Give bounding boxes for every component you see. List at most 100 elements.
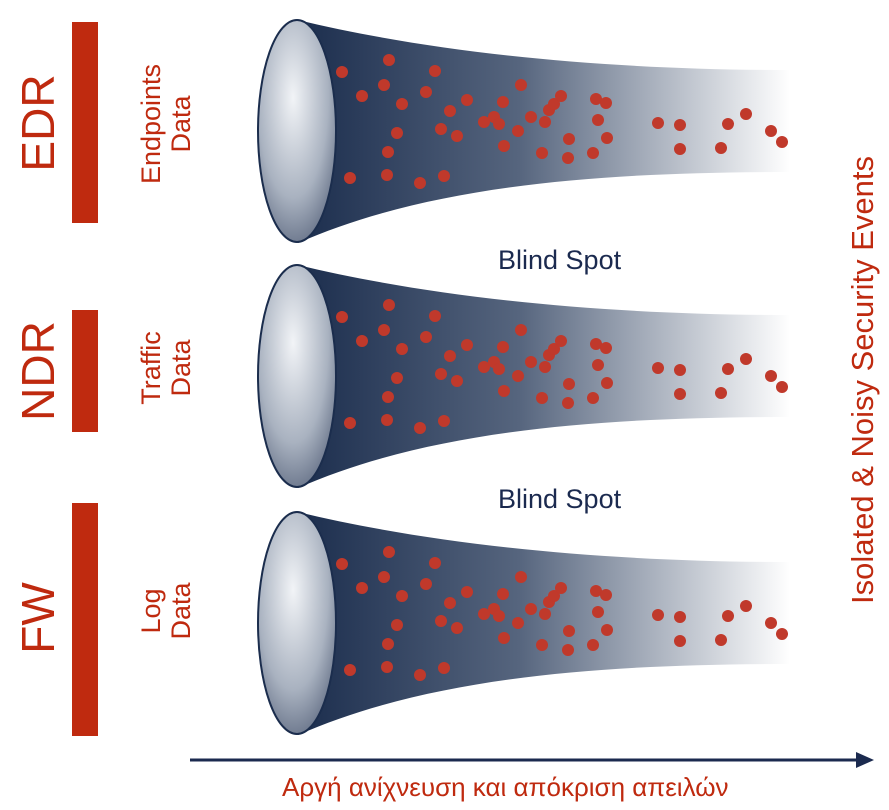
- event-dot: [600, 589, 612, 601]
- event-dot: [391, 127, 403, 139]
- event-dot: [715, 142, 727, 154]
- event-dot: [356, 582, 368, 594]
- event-dot: [776, 628, 788, 640]
- event-dot: [396, 343, 408, 355]
- event-dot: [674, 119, 686, 131]
- event-dot: [515, 79, 527, 91]
- event-dot: [740, 600, 752, 612]
- funnel-body: [298, 512, 790, 735]
- event-dot: [435, 123, 447, 135]
- event-dot: [444, 597, 456, 609]
- funnel-2: [257, 264, 790, 488]
- ndr-bar: [72, 310, 98, 432]
- event-dot: [429, 310, 441, 322]
- event-dot: [600, 342, 612, 354]
- event-dot: [512, 370, 524, 382]
- event-dot: [344, 664, 356, 676]
- event-dot: [776, 136, 788, 148]
- event-dot: [396, 590, 408, 602]
- event-dot: [451, 130, 463, 142]
- event-dot: [590, 585, 602, 597]
- event-dot: [414, 177, 426, 189]
- side-label: Isolated & Noisy Security Events: [845, 156, 880, 604]
- event-dot: [420, 578, 432, 590]
- event-dot: [498, 632, 510, 644]
- event-dot: [493, 363, 505, 375]
- event-dot: [525, 356, 537, 368]
- funnel-mouth: [257, 19, 337, 243]
- event-dot: [512, 125, 524, 137]
- event-dot: [381, 661, 393, 673]
- event-dot: [461, 586, 473, 598]
- event-dot: [383, 546, 395, 558]
- event-dot: [555, 90, 567, 102]
- event-dot: [478, 608, 490, 620]
- event-dot: [601, 377, 613, 389]
- event-dot: [563, 625, 575, 637]
- event-dot: [438, 662, 450, 674]
- event-dot: [356, 335, 368, 347]
- event-dot: [563, 133, 575, 145]
- event-dot: [382, 638, 394, 650]
- event-dot: [451, 622, 463, 634]
- event-dot: [562, 397, 574, 409]
- event-dot: [548, 98, 560, 110]
- funnel-body: [298, 20, 790, 243]
- event-dot: [383, 299, 395, 311]
- event-dot: [383, 54, 395, 66]
- event-dot: [765, 370, 777, 382]
- event-dot: [592, 359, 604, 371]
- event-dot: [378, 571, 390, 583]
- event-dot: [562, 152, 574, 164]
- event-dot: [493, 610, 505, 622]
- event-dot: [512, 617, 524, 629]
- event-dot: [461, 94, 473, 106]
- funnel-3: [257, 511, 790, 735]
- event-dot: [674, 364, 686, 376]
- event-dot: [590, 338, 602, 350]
- edr-bar: [72, 22, 98, 223]
- event-dot: [414, 669, 426, 681]
- event-dot: [601, 132, 613, 144]
- event-dot: [536, 392, 548, 404]
- funnel-body: [298, 265, 790, 488]
- event-dot: [344, 172, 356, 184]
- event-dot: [652, 117, 664, 129]
- funnel-mouth: [257, 264, 337, 488]
- event-dot: [515, 324, 527, 336]
- event-dot: [722, 610, 734, 622]
- event-dot: [420, 86, 432, 98]
- event-dot: [536, 639, 548, 651]
- event-dot: [674, 388, 686, 400]
- event-dot: [652, 609, 664, 621]
- event-dot: [555, 335, 567, 347]
- event-dot: [478, 361, 490, 373]
- event-dot: [592, 606, 604, 618]
- event-dot: [461, 339, 473, 351]
- event-dot: [435, 368, 447, 380]
- event-dot: [539, 116, 551, 128]
- axis-caption: Αργή ανίχνευση και απόκριση απειλών: [282, 772, 729, 802]
- event-dot: [600, 97, 612, 109]
- event-dot: [497, 341, 509, 353]
- event-dot: [587, 392, 599, 404]
- event-dot: [438, 170, 450, 182]
- event-dot: [539, 608, 551, 620]
- event-dot: [336, 311, 348, 323]
- event-dot: [539, 361, 551, 373]
- event-dot: [420, 331, 432, 343]
- event-dot: [435, 615, 447, 627]
- event-dot: [587, 639, 599, 651]
- event-dot: [715, 387, 727, 399]
- event-dot: [497, 588, 509, 600]
- event-dot: [515, 571, 527, 583]
- funnel-1: [257, 19, 790, 243]
- event-dot: [765, 617, 777, 629]
- fw-bar: [72, 503, 98, 736]
- event-dot: [414, 422, 426, 434]
- blind-spot-label-2: Blind Spot: [498, 484, 622, 514]
- event-dot: [493, 118, 505, 130]
- event-dot: [601, 624, 613, 636]
- event-dot: [498, 385, 510, 397]
- event-dot: [722, 363, 734, 375]
